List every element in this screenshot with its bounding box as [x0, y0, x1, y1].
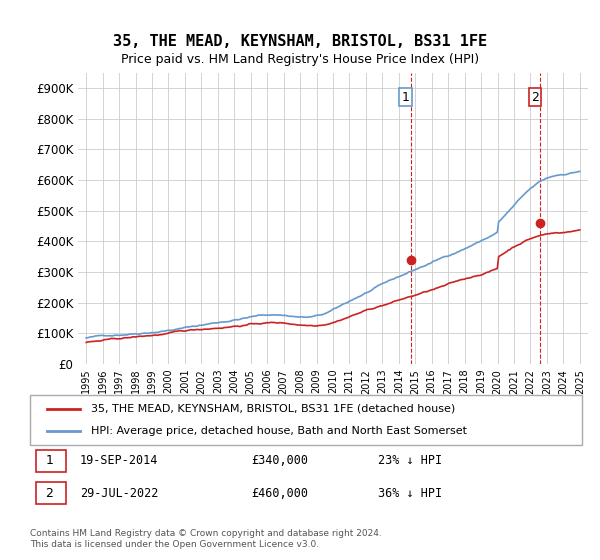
Text: 36% ↓ HPI: 36% ↓ HPI [378, 487, 442, 500]
Text: £460,000: £460,000 [251, 487, 308, 500]
FancyBboxPatch shape [30, 395, 582, 445]
FancyBboxPatch shape [35, 482, 66, 505]
Text: HPI: Average price, detached house, Bath and North East Somerset: HPI: Average price, detached house, Bath… [91, 426, 467, 436]
Text: Contains HM Land Registry data © Crown copyright and database right 2024.
This d: Contains HM Land Registry data © Crown c… [30, 529, 382, 549]
Text: 2: 2 [531, 91, 539, 104]
FancyBboxPatch shape [35, 450, 66, 472]
Text: £340,000: £340,000 [251, 455, 308, 468]
Text: 19-SEP-2014: 19-SEP-2014 [80, 455, 158, 468]
Text: 1: 1 [402, 91, 410, 104]
Text: 35, THE MEAD, KEYNSHAM, BRISTOL, BS31 1FE (detached house): 35, THE MEAD, KEYNSHAM, BRISTOL, BS31 1F… [91, 404, 455, 414]
Text: Price paid vs. HM Land Registry's House Price Index (HPI): Price paid vs. HM Land Registry's House … [121, 53, 479, 66]
Text: 2: 2 [46, 487, 53, 500]
Text: 1: 1 [46, 455, 53, 468]
Text: 23% ↓ HPI: 23% ↓ HPI [378, 455, 442, 468]
Text: 35, THE MEAD, KEYNSHAM, BRISTOL, BS31 1FE: 35, THE MEAD, KEYNSHAM, BRISTOL, BS31 1F… [113, 34, 487, 49]
Text: 29-JUL-2022: 29-JUL-2022 [80, 487, 158, 500]
